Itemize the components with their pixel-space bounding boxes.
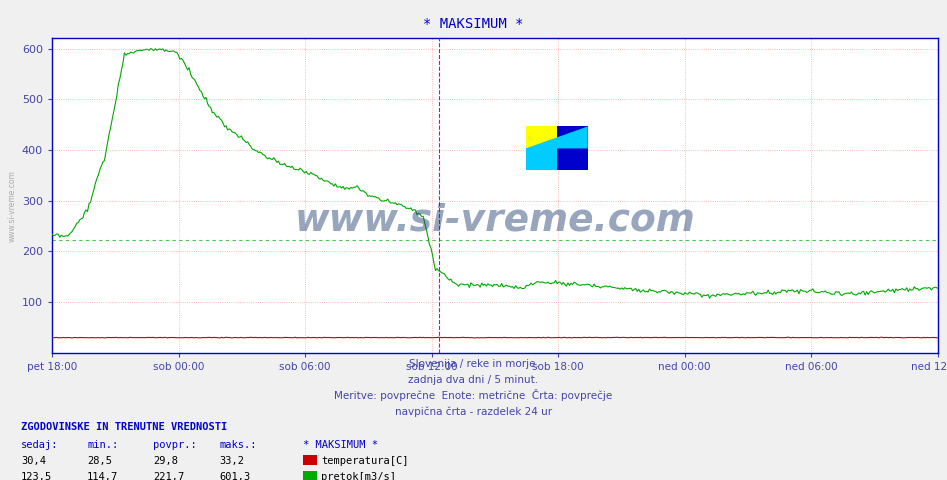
Text: maks.:: maks.: (220, 440, 258, 450)
Text: * MAKSIMUM *: * MAKSIMUM * (423, 17, 524, 31)
Text: * MAKSIMUM *: * MAKSIMUM * (303, 440, 378, 450)
Text: povpr.:: povpr.: (153, 440, 197, 450)
Polygon shape (557, 126, 588, 170)
Polygon shape (526, 126, 588, 148)
Text: 29,8: 29,8 (153, 456, 178, 466)
Polygon shape (526, 148, 557, 170)
Text: Meritve: povprečne  Enote: metrične  Črta: povprečje: Meritve: povprečne Enote: metrične Črta:… (334, 389, 613, 401)
Text: 221,7: 221,7 (153, 471, 185, 480)
Text: pretok[m3/s]: pretok[m3/s] (321, 471, 396, 480)
Text: zadnja dva dni / 5 minut.: zadnja dva dni / 5 minut. (408, 375, 539, 385)
Text: ZGODOVINSKE IN TRENUTNE VREDNOSTI: ZGODOVINSKE IN TRENUTNE VREDNOSTI (21, 421, 227, 432)
Text: Slovenija / reke in morje.: Slovenija / reke in morje. (408, 359, 539, 369)
Text: min.:: min.: (87, 440, 118, 450)
Text: www.si-vreme.com: www.si-vreme.com (295, 203, 695, 239)
Text: 601,3: 601,3 (220, 471, 251, 480)
Text: 114,7: 114,7 (87, 471, 118, 480)
Text: 33,2: 33,2 (220, 456, 244, 466)
Text: temperatura[C]: temperatura[C] (321, 456, 408, 466)
Text: 123,5: 123,5 (21, 471, 52, 480)
Text: 30,4: 30,4 (21, 456, 45, 466)
Bar (526, 126, 557, 148)
Text: 28,5: 28,5 (87, 456, 112, 466)
Text: navpična črta - razdelek 24 ur: navpična črta - razdelek 24 ur (395, 406, 552, 417)
Text: www.si-vreme.com: www.si-vreme.com (8, 170, 17, 242)
Text: sedaj:: sedaj: (21, 440, 59, 450)
